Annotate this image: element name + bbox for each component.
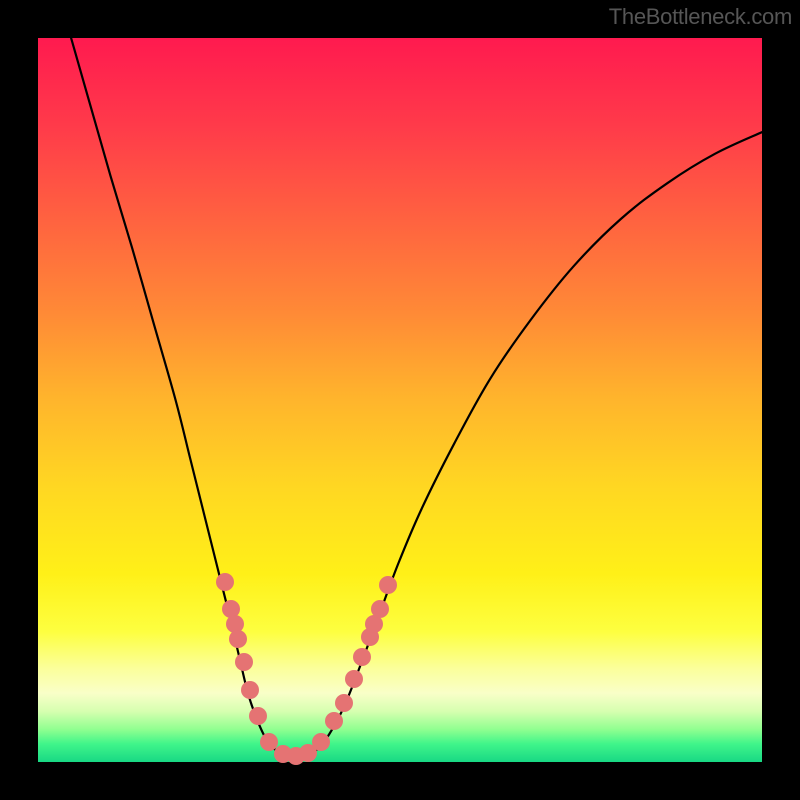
marker-circle [241, 681, 259, 699]
markers-layer [38, 38, 762, 762]
marker-circle [216, 573, 234, 591]
marker-circle [371, 600, 389, 618]
marker-circle [235, 653, 253, 671]
marker-circle [249, 707, 267, 725]
marker-circle [379, 576, 397, 594]
marker-circle [325, 712, 343, 730]
marker-circle [335, 694, 353, 712]
marker-circle [312, 733, 330, 751]
marker-circle [229, 630, 247, 648]
plot-area [38, 38, 762, 762]
marker-circle [345, 670, 363, 688]
chart-container: TheBottleneck.com [0, 0, 800, 800]
marker-circle [353, 648, 371, 666]
marker-circle [365, 615, 383, 633]
watermark-text: TheBottleneck.com [609, 4, 792, 30]
